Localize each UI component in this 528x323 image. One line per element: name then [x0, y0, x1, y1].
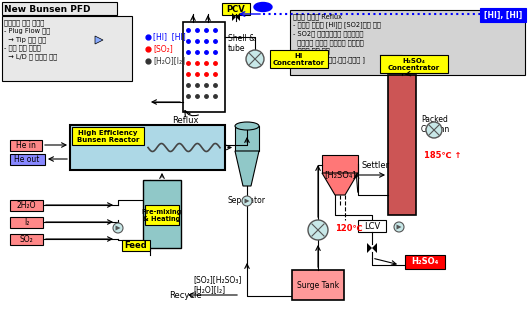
Circle shape [426, 122, 442, 138]
Bar [388, 75, 416, 215]
Text: [HI]  [HI]: [HI] [HI] [153, 33, 186, 41]
Bar [290, 10, 525, 75]
Text: HI
Concentrator: HI Concentrator [273, 53, 325, 66]
Circle shape [246, 50, 264, 68]
Polygon shape [397, 224, 401, 230]
Bar [145, 205, 179, 225]
Circle shape [113, 223, 123, 233]
Circle shape [242, 196, 252, 206]
Text: Reflux: Reflux [172, 116, 198, 124]
Bar [235, 126, 259, 151]
Text: [H₂SO₄]: [H₂SO₄] [324, 171, 356, 180]
Polygon shape [372, 243, 377, 253]
Polygon shape [322, 173, 358, 195]
Text: Shell &
tube: Shell & tube [228, 34, 255, 53]
Text: Settler: Settler [362, 161, 390, 170]
Text: [SO₂]: [SO₂] [153, 45, 173, 54]
Text: [SO₂][H₂SO₃]
[H₂O][I₂]: [SO₂][H₂SO₃] [H₂O][I₂] [193, 275, 241, 294]
Text: He out: He out [14, 155, 40, 164]
Text: H₂SO₄
Concentrator: H₂SO₄ Concentrator [388, 57, 440, 70]
Polygon shape [367, 243, 372, 253]
Polygon shape [116, 225, 120, 231]
Bar [2, 2, 117, 15]
Text: I₂: I₂ [24, 217, 29, 226]
Text: [HI], [HI]: [HI], [HI] [484, 11, 522, 19]
Polygon shape [232, 13, 236, 21]
Ellipse shape [235, 122, 259, 130]
Text: Separator: Separator [228, 196, 266, 205]
Polygon shape [235, 151, 259, 186]
Bar [143, 180, 181, 248]
Circle shape [308, 220, 328, 240]
Bar [72, 127, 144, 145]
Bar [122, 240, 150, 251]
Text: High Efficiency
Bunsen Reactor: High Efficiency Bunsen Reactor [77, 130, 139, 142]
Bar [2, 16, 132, 81]
Bar [10, 140, 42, 151]
Bar [10, 200, 43, 211]
Ellipse shape [254, 3, 272, 12]
Bar [358, 220, 386, 232]
Bar [292, 270, 344, 300]
Text: 정량비율 분젠 반응기
- Plug Flow 유지
  → Tip 설계 반영
- 증발 면적 최대화
  → L/D 값 최소화 설계: 정량비율 분젠 반응기 - Plug Flow 유지 → Tip 설계 반영 -… [4, 19, 57, 60]
Text: 분압의 생성과 Reflux
- 반응기 상단에 [HI]와 [SO2]분압 형성
- SO2는 농축콜럼에서 응축되므로
  일정량만 기체로 존재하여 평형: 분압의 생성과 Reflux - 반응기 상단에 [HI]와 [SO2]분압 형… [293, 13, 381, 63]
Text: SO₂: SO₂ [20, 234, 33, 244]
Polygon shape [95, 36, 103, 44]
Bar [10, 154, 45, 165]
Bar [70, 125, 225, 170]
Text: Packed
Column: Packed Column [421, 115, 450, 134]
Polygon shape [244, 199, 250, 203]
Text: LCV: LCV [364, 222, 380, 231]
Bar [10, 234, 43, 245]
Text: 185℃ ↑: 185℃ ↑ [424, 151, 461, 160]
Bar [480, 8, 526, 22]
Bar [405, 255, 445, 269]
Text: H₂SO₄: H₂SO₄ [411, 257, 439, 266]
Text: [H₂O][I₂]: [H₂O][I₂] [153, 57, 185, 66]
Bar [183, 22, 225, 112]
Text: He in: He in [16, 141, 36, 150]
Text: PCV: PCV [227, 5, 246, 14]
Polygon shape [236, 13, 240, 21]
Circle shape [394, 222, 404, 232]
Text: 2H₂O: 2H₂O [17, 201, 36, 210]
Bar [222, 3, 250, 15]
Text: 120℃: 120℃ [335, 224, 363, 233]
Bar [380, 55, 448, 73]
Bar [270, 50, 328, 68]
Text: Pre-mixing
& Heating: Pre-mixing & Heating [142, 209, 182, 222]
Text: Recycle: Recycle [168, 290, 201, 299]
Bar [322, 155, 358, 173]
Bar [10, 217, 43, 228]
Text: Feed: Feed [125, 241, 147, 250]
Text: New Bunsen PFD: New Bunsen PFD [4, 5, 90, 14]
Text: Surge Tank: Surge Tank [297, 280, 339, 289]
